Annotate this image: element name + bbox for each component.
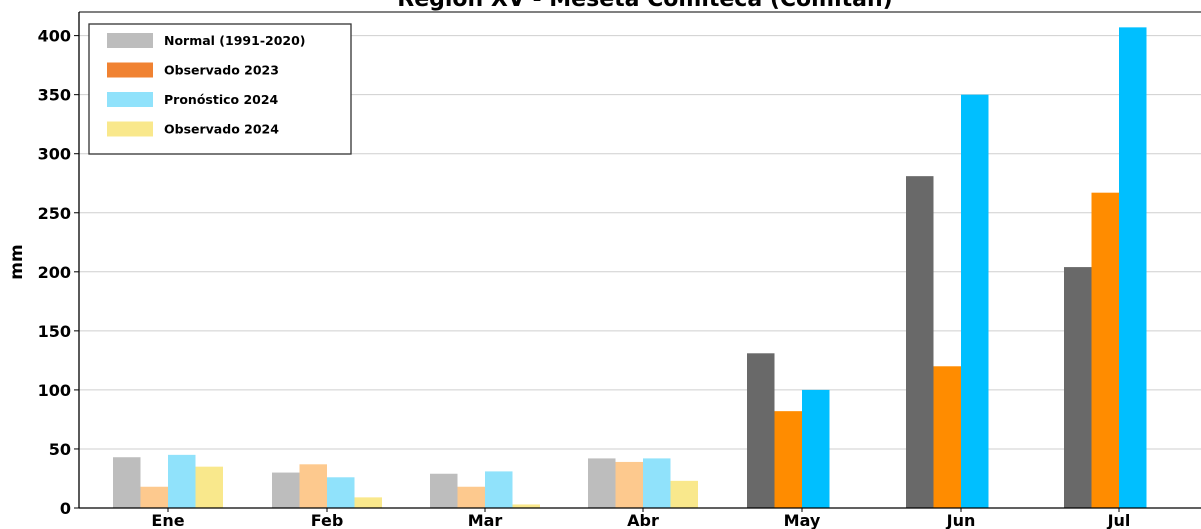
- y-axis-label: mm: [7, 244, 27, 279]
- y-tick-label: 50: [49, 440, 71, 459]
- legend-swatch: [107, 62, 153, 78]
- chart-title: Región XV - Meseta Comiteca (Comitán): [397, 0, 892, 12]
- legend-swatch: [107, 121, 153, 137]
- bar: [195, 466, 223, 508]
- bars: [113, 27, 1147, 509]
- y-tick-label: 400: [38, 27, 71, 46]
- bar: [670, 480, 698, 508]
- bar: [485, 471, 513, 508]
- legend-label: Normal (1991-2020): [164, 33, 306, 48]
- x-tick-label: Abr: [627, 511, 659, 529]
- bar: [802, 389, 830, 508]
- y-tick-label: 250: [38, 204, 71, 223]
- bar: [1064, 267, 1092, 508]
- x-ticks: Ene Feb Mar Abr May Jun Jul: [151, 508, 1130, 529]
- bar: [1091, 192, 1119, 508]
- x-tick-label: Jun: [946, 511, 976, 529]
- bar: [933, 366, 961, 508]
- y-ticks: 0 50 100 150 200 250 300 350 400: [38, 27, 79, 518]
- x-tick-label: Feb: [311, 511, 344, 529]
- bar: [430, 473, 458, 508]
- bar: [327, 477, 355, 508]
- x-tick-label: Ene: [151, 511, 184, 529]
- bar: [113, 457, 141, 508]
- legend-label: Observado 2024: [164, 122, 279, 137]
- bar: [774, 411, 802, 508]
- legend-label: Pronóstico 2024: [164, 92, 279, 107]
- bar: [615, 461, 643, 508]
- bar: [272, 472, 300, 508]
- bar: [1119, 27, 1147, 508]
- bar: [354, 497, 382, 508]
- bar: [140, 486, 168, 508]
- y-tick-label: 350: [38, 86, 71, 105]
- bar: [588, 458, 616, 508]
- legend-swatch: [107, 92, 153, 107]
- legend-label: Observado 2023: [164, 63, 279, 78]
- bar: [643, 458, 671, 508]
- bar: [168, 454, 196, 508]
- bar: [961, 94, 989, 509]
- bar: [906, 176, 934, 508]
- legend-swatch: [107, 33, 153, 48]
- bar: [457, 486, 485, 508]
- y-tick-label: 0: [60, 499, 71, 518]
- x-tick-label: Mar: [468, 511, 503, 529]
- y-tick-label: 200: [38, 263, 71, 282]
- x-tick-label: Jul: [1107, 511, 1131, 529]
- x-tick-label: May: [784, 511, 821, 529]
- bar: [299, 464, 327, 508]
- bar: [747, 353, 775, 508]
- y-tick-label: 300: [38, 145, 71, 164]
- y-tick-label: 150: [38, 322, 71, 341]
- legend: Normal (1991-2020) Observado 2023 Pronósti…: [88, 23, 352, 155]
- bar: [512, 504, 540, 508]
- y-tick-label: 100: [38, 381, 71, 400]
